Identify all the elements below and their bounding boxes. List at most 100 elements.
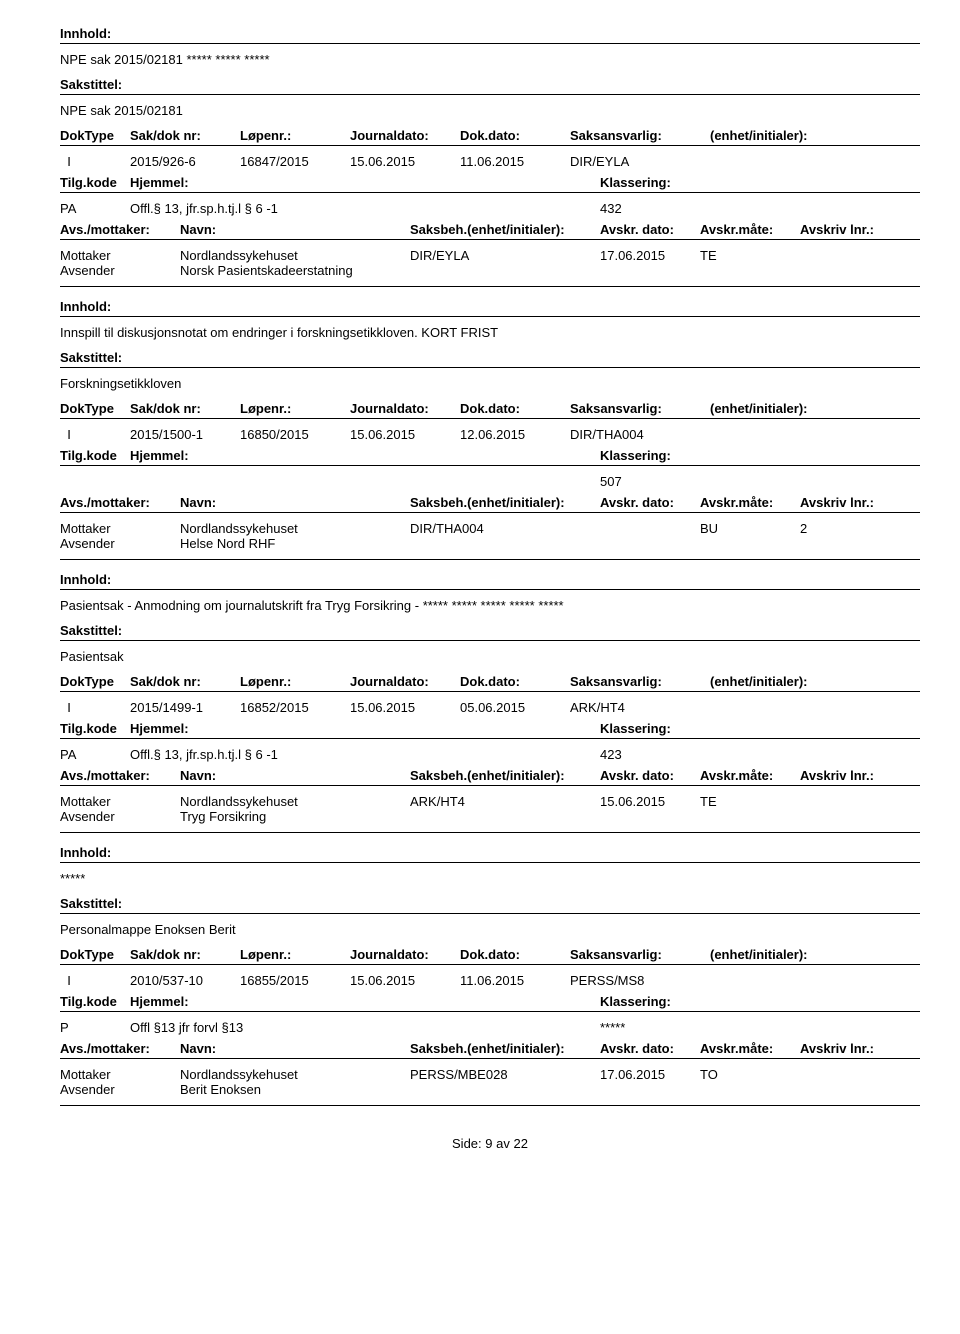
val-sakdoknr: 2010/537-10	[130, 973, 240, 988]
footer-prefix: Side:	[452, 1136, 482, 1151]
col-avsmottaker: Avs./mottaker:	[60, 495, 180, 510]
meta-value-row: I 2015/1500-1 16850/2015 15.06.2015 12.0…	[60, 427, 920, 442]
col-avskrivlnr: Avskriv lnr.:	[800, 495, 920, 510]
innhold-value: Pasientsak - Anmodning om journalutskrif…	[60, 598, 920, 613]
party-avskr-mate: TE	[700, 794, 800, 809]
val-hjemmel: Offl §13 jfr forvl §13	[130, 1020, 390, 1035]
val-dokdato: 11.06.2015	[460, 154, 570, 169]
sakstittel-label: Sakstittel:	[60, 77, 920, 92]
meta-value-row: I 2015/1499-1 16852/2015 15.06.2015 05.0…	[60, 700, 920, 715]
innhold-value: NPE sak 2015/02181 ***** ***** *****	[60, 52, 920, 67]
col-hjemmel: Hjemmel:	[130, 448, 390, 463]
col-enhet: (enhet/initialer):	[710, 947, 920, 962]
col-lopenr: Løpenr.:	[240, 401, 350, 416]
val-hjemmel	[130, 474, 390, 489]
party-avskr-mate: TE	[700, 248, 800, 263]
divider	[60, 94, 920, 95]
divider	[60, 145, 920, 146]
hjemmel-value-row: PA Offl.§ 13, jfr.sp.h.tj.l § 6 -1 423	[60, 747, 920, 762]
col-avskrdato: Avskr. dato:	[600, 768, 700, 783]
val-lopenr: 16852/2015	[240, 700, 350, 715]
sakstittel-label: Sakstittel:	[60, 350, 920, 365]
sakstittel-value: Pasientsak	[60, 649, 920, 664]
divider	[60, 1058, 920, 1059]
val-dokdato: 05.06.2015	[460, 700, 570, 715]
sakstittel-value: Personalmappe Enoksen Berit	[60, 922, 920, 937]
col-saksbeh: Saksbeh.(enhet/initialer):	[410, 495, 600, 510]
records-container: Innhold: NPE sak 2015/02181 ***** ***** …	[60, 26, 920, 1106]
party-row: Avsender Tryg Forsikring	[60, 809, 920, 824]
party-role: Mottaker	[60, 248, 180, 263]
record-separator	[60, 1105, 920, 1106]
hjemmel-value-row: PA Offl.§ 13, jfr.sp.h.tj.l § 6 -1 432	[60, 201, 920, 216]
hjemmel-value-row: 507	[60, 474, 920, 489]
col-hjemmel: Hjemmel:	[130, 994, 390, 1009]
val-sakdoknr: 2015/926-6	[130, 154, 240, 169]
divider	[60, 367, 920, 368]
val-lopenr: 16855/2015	[240, 973, 350, 988]
party-header-row: Avs./mottaker: Navn: Saksbeh.(enhet/init…	[60, 222, 920, 237]
meta-header-row: DokType Sak/dok nr: Løpenr.: Journaldato…	[60, 674, 920, 689]
col-klassering: Klassering:	[600, 994, 740, 1009]
col-hjemmel: Hjemmel:	[130, 721, 390, 736]
party-name: Tryg Forsikring	[180, 809, 410, 824]
col-avskrdato: Avskr. dato:	[600, 222, 700, 237]
party-avskr-lnr	[800, 263, 920, 278]
party-header-row: Avs./mottaker: Navn: Saksbeh.(enhet/init…	[60, 495, 920, 510]
col-sakdoknr: Sak/dok nr:	[130, 674, 240, 689]
journal-record: Innhold: ***** Sakstittel: Personalmappe…	[60, 845, 920, 1106]
meta-header-row: DokType Sak/dok nr: Løpenr.: Journaldato…	[60, 128, 920, 143]
col-dokdato: Dok.dato:	[460, 401, 570, 416]
col-avskrmate: Avskr.måte:	[700, 768, 800, 783]
party-saksbeh	[410, 1082, 600, 1097]
val-doktype: I	[60, 700, 130, 715]
divider	[60, 192, 920, 193]
col-navn: Navn:	[180, 222, 410, 237]
divider	[60, 465, 920, 466]
divider	[60, 418, 920, 419]
party-role: Avsender	[60, 536, 180, 551]
journal-record: Innhold: NPE sak 2015/02181 ***** ***** …	[60, 26, 920, 287]
divider	[60, 239, 920, 240]
page: Innhold: NPE sak 2015/02181 ***** ***** …	[0, 0, 960, 1161]
footer-sep: av	[496, 1136, 510, 1151]
party-row: Avsender Helse Nord RHF	[60, 536, 920, 551]
col-doktype: DokType	[60, 947, 130, 962]
party-row: Mottaker Nordlandssykehuset ARK/HT4 15.0…	[60, 794, 920, 809]
footer-total: 22	[514, 1136, 528, 1151]
party-saksbeh: ARK/HT4	[410, 794, 600, 809]
sakstittel-label: Sakstittel:	[60, 896, 920, 911]
col-saksbeh: Saksbeh.(enhet/initialer):	[410, 222, 600, 237]
party-name: Berit Enoksen	[180, 1082, 410, 1097]
val-journaldato: 15.06.2015	[350, 154, 460, 169]
col-journaldato: Journaldato:	[350, 401, 460, 416]
col-avskrivlnr: Avskriv lnr.:	[800, 1041, 920, 1056]
col-navn: Navn:	[180, 495, 410, 510]
party-avskr-lnr	[800, 536, 920, 551]
col-tilgkode: Tilg.kode	[60, 175, 130, 190]
val-enhet	[710, 700, 920, 715]
col-saksbeh: Saksbeh.(enhet/initialer):	[410, 1041, 600, 1056]
val-doktype: I	[60, 973, 130, 988]
party-avskr-lnr	[800, 1067, 920, 1082]
col-journaldato: Journaldato:	[350, 947, 460, 962]
divider	[60, 785, 920, 786]
record-separator	[60, 832, 920, 833]
divider	[60, 589, 920, 590]
party-avskr-mate	[700, 1082, 800, 1097]
record-separator	[60, 286, 920, 287]
col-doktype: DokType	[60, 401, 130, 416]
col-saksansvarlig: Saksansvarlig:	[570, 674, 710, 689]
col-avskrivlnr: Avskriv lnr.:	[800, 222, 920, 237]
val-dokdato: 12.06.2015	[460, 427, 570, 442]
col-avsmottaker: Avs./mottaker:	[60, 1041, 180, 1056]
party-saksbeh: DIR/EYLA	[410, 248, 600, 263]
party-avskr-dato: 15.06.2015	[600, 794, 700, 809]
party-row: Avsender Berit Enoksen	[60, 1082, 920, 1097]
party-avskr-lnr: 2	[800, 521, 920, 536]
val-journaldato: 15.06.2015	[350, 973, 460, 988]
val-saksansvarlig: DIR/EYLA	[570, 154, 710, 169]
divider	[60, 862, 920, 863]
sakstittel-label: Sakstittel:	[60, 623, 920, 638]
val-sakdoknr: 2015/1500-1	[130, 427, 240, 442]
